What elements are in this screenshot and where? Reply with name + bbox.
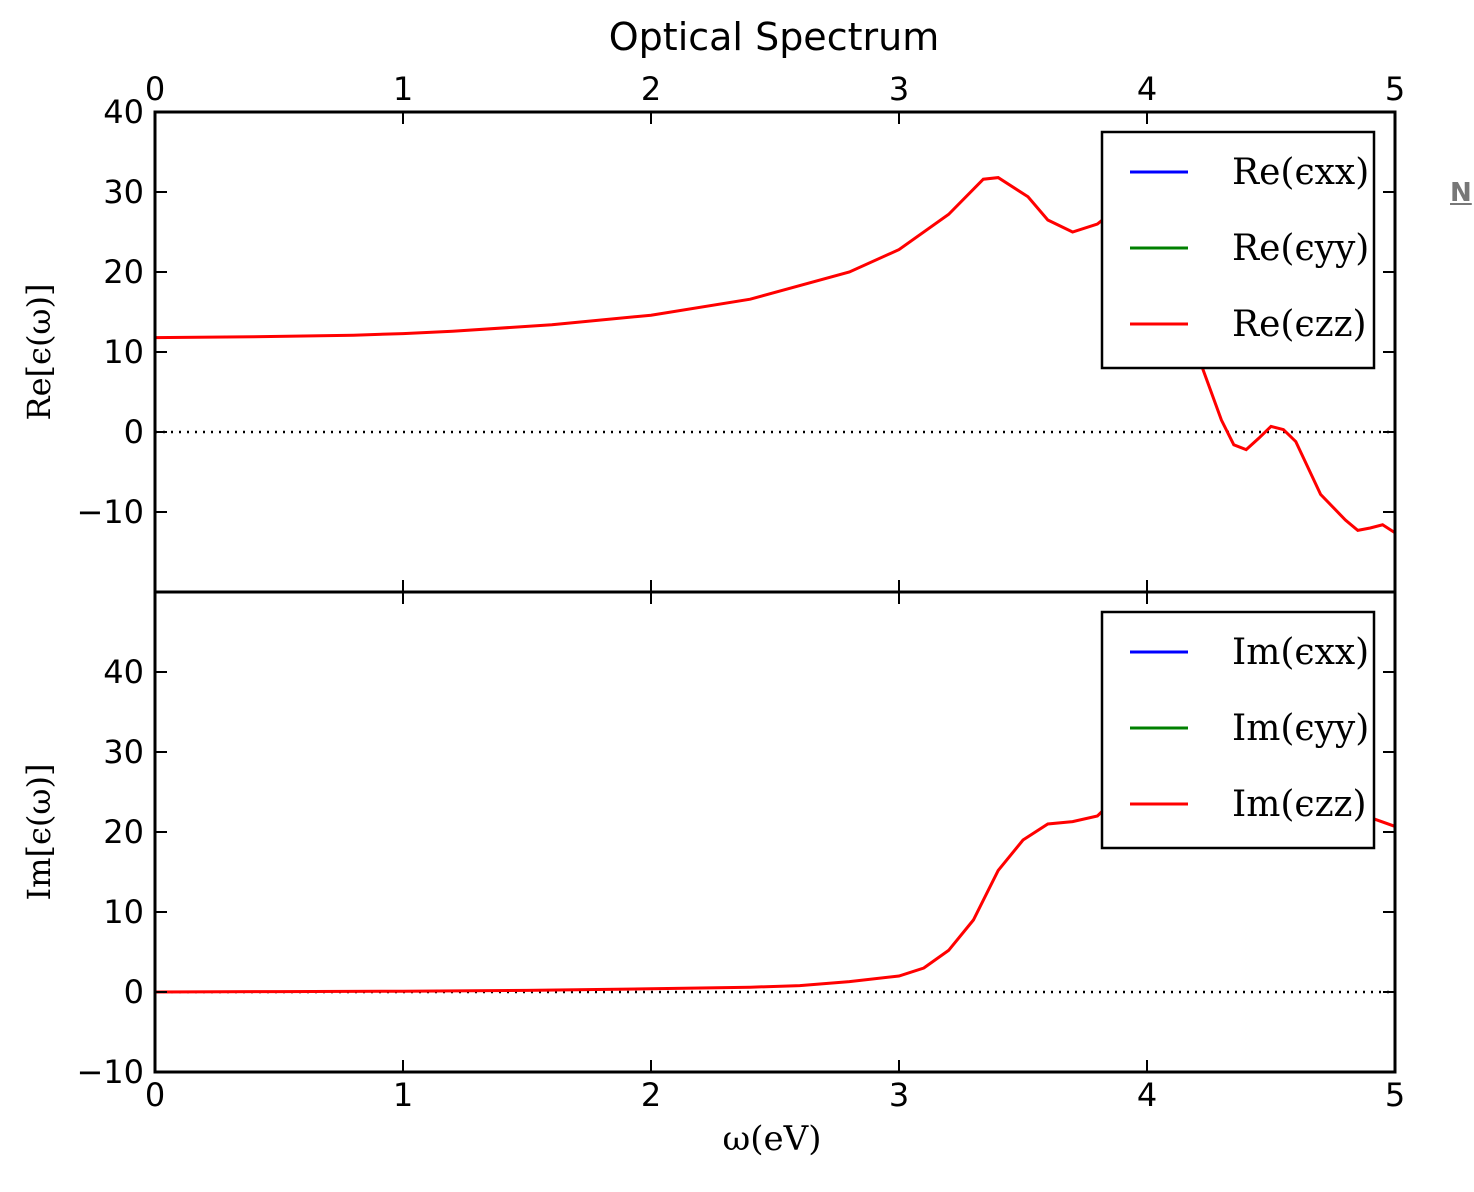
y-tick-label: −10 <box>76 1053 144 1091</box>
y-tick-label: 10 <box>103 333 144 371</box>
y-tick-label: 30 <box>103 733 144 771</box>
legend: Re(ϵxx) Re(ϵyy) Re(ϵzz) <box>1100 130 1376 370</box>
x-tick-label-top: 2 <box>641 70 661 108</box>
legend-entry: Re(ϵxx) <box>1232 152 1369 193</box>
y-tick-label: −10 <box>76 493 144 531</box>
legend-entry: Re(ϵyy) <box>1232 228 1369 269</box>
im-epsilon-panel: 0 1 2 3 4 5403020100−10Im[ϵ(ω)]Im(ϵxx)Im(ϵyy)… <box>20 590 1405 1114</box>
x-tick-label: 5 <box>1385 1076 1405 1114</box>
legend-entry: Im(ϵyy) <box>1232 708 1369 749</box>
x-axis-label: ω(eV) <box>723 1119 822 1159</box>
x-tick-label: 2 <box>641 1076 661 1114</box>
y-axis-label: Re[ϵ(ω)] <box>20 284 58 421</box>
x-tick-label-top: 5 <box>1385 70 1405 108</box>
chart-title: Optical Spectrum <box>609 15 939 59</box>
y-tick-label: 0 <box>124 413 144 451</box>
legend-entry: Im(ϵzz) <box>1232 784 1367 825</box>
y-tick-label: 30 <box>103 173 144 211</box>
legend-entry: Re(ϵzz) <box>1232 304 1367 345</box>
y-tick-label: 10 <box>103 893 144 931</box>
y-axis-label: Im[ϵ(ω)] <box>20 764 58 901</box>
y-tick-label: 20 <box>103 813 144 851</box>
x-tick-label: 0 <box>145 1076 165 1114</box>
y-tick-label: 20 <box>103 253 144 291</box>
x-tick-label: 4 <box>1137 1076 1157 1114</box>
y-tick-label: 40 <box>103 93 144 131</box>
x-tick-label-top: 3 <box>889 70 909 108</box>
re-epsilon-panel: 0 1 2 3 4 5 40 30 20 10 0 −10 Re[ϵ(ω)] Re(ϵxx) Re(ϵyy)… <box>20 70 1405 594</box>
legend: Im(ϵxx) Im(ϵyy) Im(ϵzz) <box>1100 610 1376 850</box>
clipped-edge-text: N <box>1450 178 1472 208</box>
x-tick-label-top: 0 <box>145 70 165 108</box>
y-tick-label: 0 <box>124 973 144 1011</box>
x-tick-label-top: 1 <box>393 70 413 108</box>
x-tick-label: 3 <box>889 1076 909 1114</box>
x-tick-label: 1 <box>393 1076 413 1114</box>
legend-entry: Im(ϵxx) <box>1232 632 1369 673</box>
y-tick-label: 40 <box>103 653 144 691</box>
x-tick-label-top: 4 <box>1137 70 1157 108</box>
